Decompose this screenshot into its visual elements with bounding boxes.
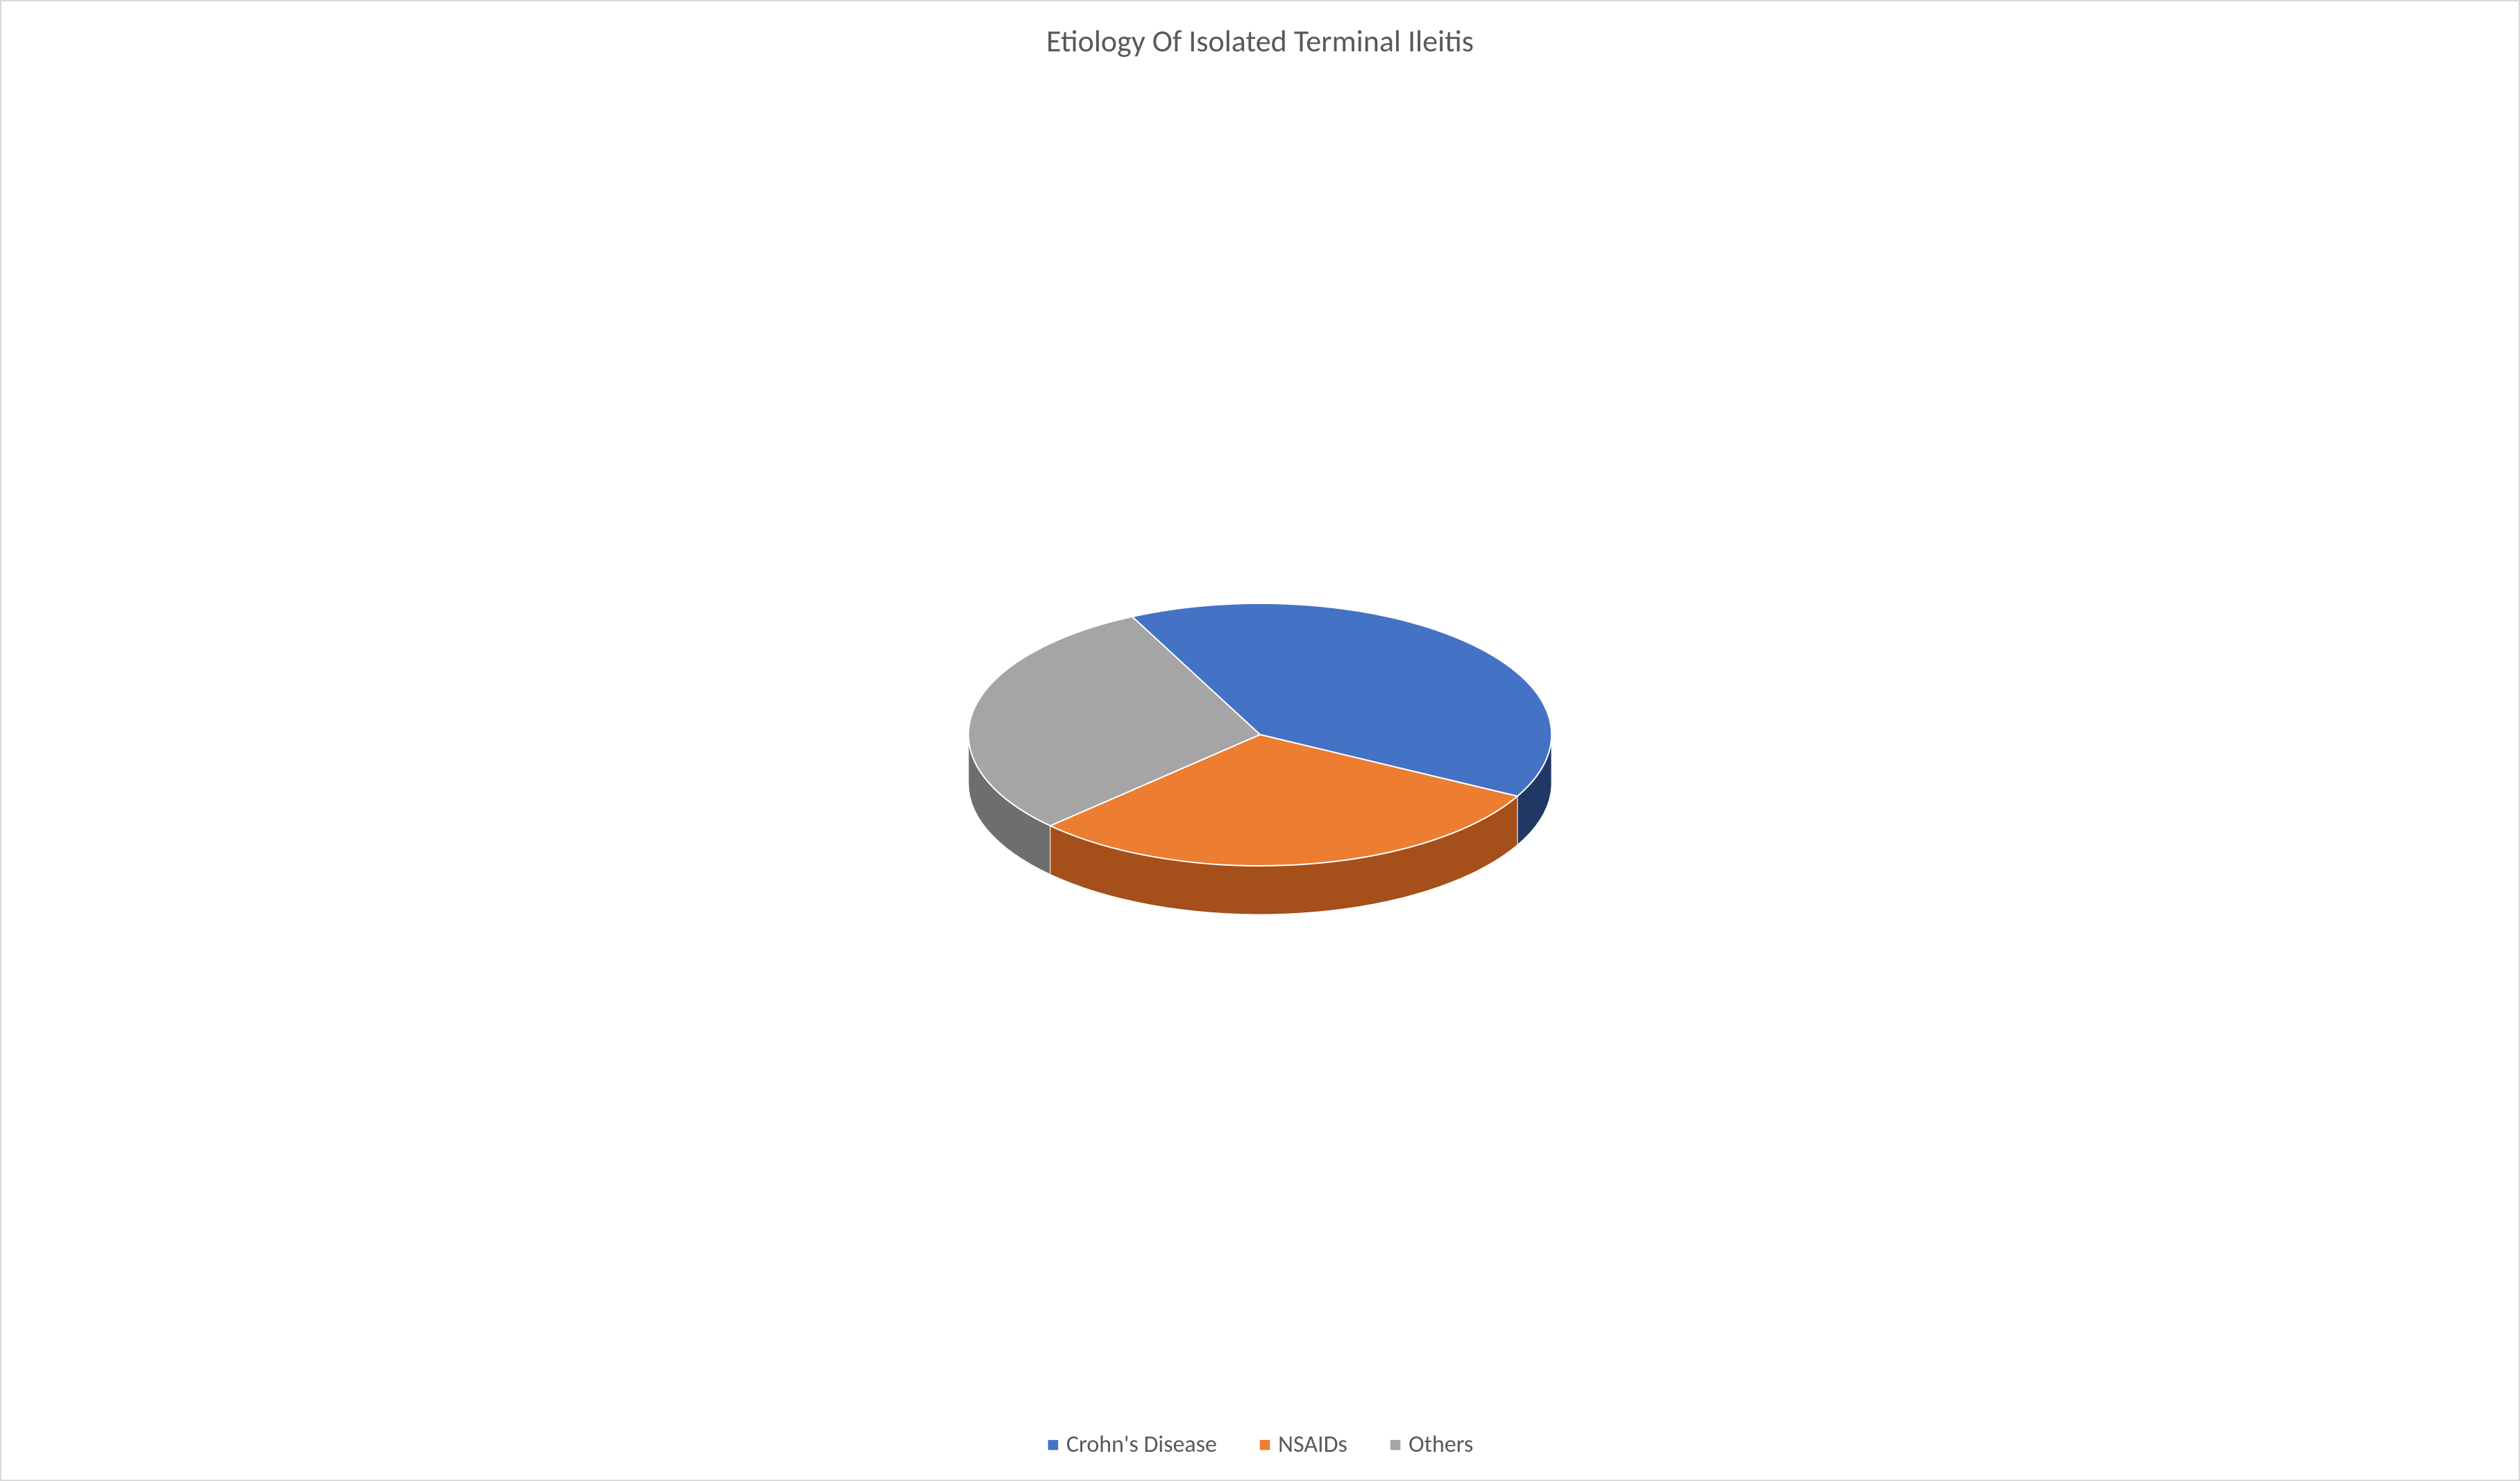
- legend-label: Others: [1409, 1430, 1473, 1459]
- chart-title: Etiology Of Isolated Terminal Ileitis: [1046, 22, 1474, 60]
- legend: ■ Crohn's Disease ■ NSAIDs ■ Others: [1047, 1430, 1473, 1459]
- pie-chart: [29, 526, 2491, 971]
- chart-container: Etiology Of Isolated Terminal Ileitis ■ C…: [0, 0, 2520, 1481]
- legend-item: ■ Others: [1389, 1430, 1473, 1459]
- legend-bullet: ■: [1047, 1434, 1059, 1455]
- pie-area: [29, 74, 2491, 1423]
- legend-item: ■ NSAIDs: [1259, 1430, 1347, 1459]
- legend-item: ■ Crohn's Disease: [1047, 1430, 1217, 1459]
- legend-label: Crohn's Disease: [1066, 1430, 1217, 1459]
- legend-label: NSAIDs: [1278, 1430, 1347, 1459]
- legend-bullet: ■: [1389, 1434, 1402, 1455]
- legend-bullet: ■: [1259, 1434, 1271, 1455]
